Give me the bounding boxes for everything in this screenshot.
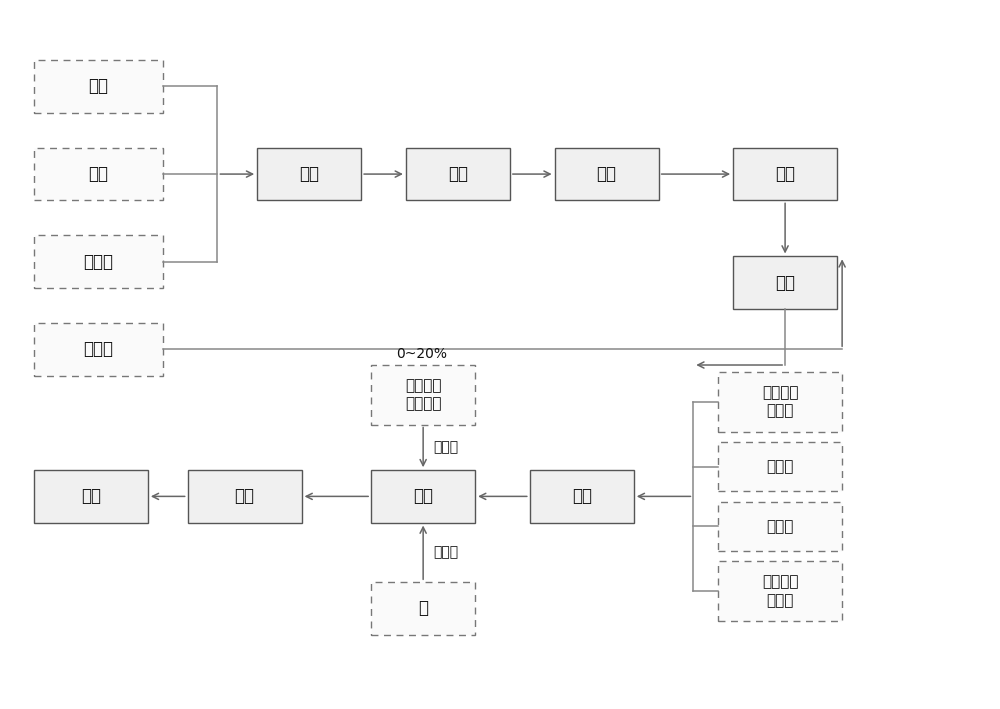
Bar [34,470,148,523]
Text: 钢渣: 钢渣 [88,77,108,96]
Bar [733,257,837,309]
Bar [257,147,361,201]
Text: 减水剂等
添加剂: 减水剂等 添加剂 [762,574,798,608]
Text: 养护: 养护 [81,487,101,506]
Bar [371,582,475,635]
Text: 磷石膏: 磷石膏 [766,459,794,474]
Bar [718,372,842,432]
Text: 铁铝系胶
凝材料: 铁铝系胶 凝材料 [762,385,798,418]
Text: 铝渣: 铝渣 [88,165,108,183]
Text: 废弃聚苯
乙烯颗粒: 废弃聚苯 乙烯颗粒 [405,378,441,412]
Text: 先加入: 先加入 [433,545,458,559]
Text: 磷石膏: 磷石膏 [83,340,113,358]
Text: 粉煤灰: 粉煤灰 [766,519,794,534]
Bar [371,470,475,523]
Text: 煅烧: 煅烧 [775,165,795,183]
Bar [406,147,510,201]
Bar [34,323,163,376]
Text: 搅拌: 搅拌 [413,487,433,506]
Text: 后加入: 后加入 [433,440,458,454]
Bar [34,147,163,201]
Text: 粉磨: 粉磨 [572,487,592,506]
Bar [188,470,302,523]
Bar [718,562,842,621]
Text: 粉磨: 粉磨 [775,274,795,291]
Text: 成型: 成型 [235,487,255,506]
Bar [530,470,634,523]
Bar [34,235,163,288]
Text: 粉磨: 粉磨 [299,165,319,183]
Bar [718,502,842,551]
Bar [718,442,842,491]
Bar [371,365,475,425]
Bar [733,147,837,201]
Text: 均化: 均化 [597,165,617,183]
Text: 电石渣: 电石渣 [83,252,113,271]
Text: 水: 水 [418,600,428,618]
Bar [34,60,163,113]
Bar [555,147,659,201]
Text: 配料: 配料 [448,165,468,183]
Text: 0~20%: 0~20% [396,347,447,362]
